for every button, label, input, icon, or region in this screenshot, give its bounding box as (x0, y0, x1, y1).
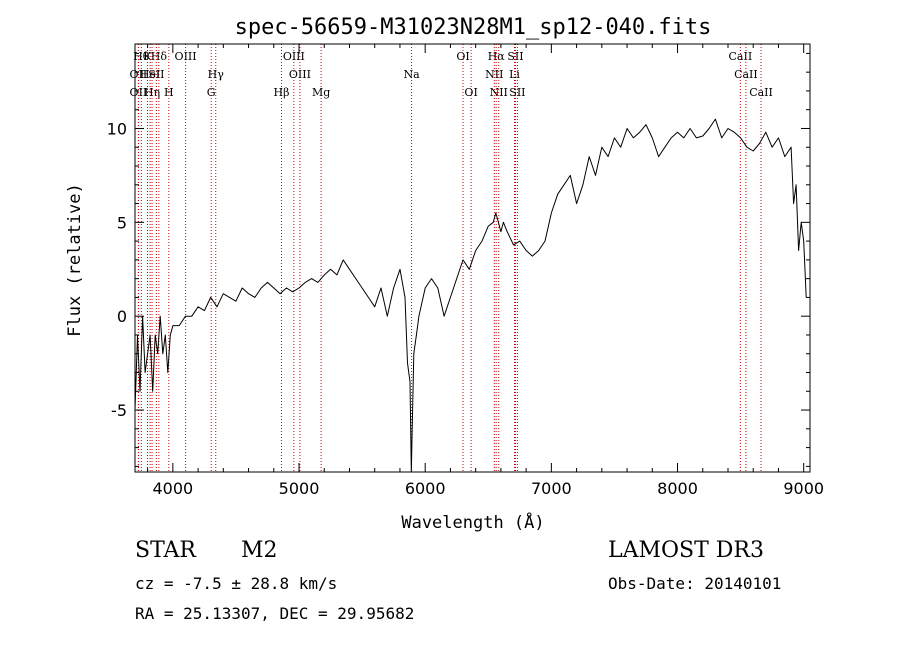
marker-label-15: NII (485, 68, 503, 81)
chart-labels: spec-56659-M31023N28M1_sp12-040.fits Wav… (65, 15, 711, 533)
subclass: M2 (241, 538, 278, 563)
object-type: STAR (135, 538, 196, 563)
plot-frame (134, 43, 811, 473)
marker-label-2: Hδ (151, 50, 168, 63)
marker-label-5: OI (456, 50, 469, 63)
y-axis-label: Flux (relative) (65, 183, 85, 337)
chart-title: spec-56659-M31023N28M1_sp12-040.fits (235, 15, 712, 40)
marker-label-19: Hη (144, 86, 160, 99)
x-tick-label-5: 9000 (783, 479, 824, 498)
marker-label-23: Mg (312, 86, 330, 99)
marker-label-20: H (164, 86, 174, 99)
x-tick-label-1: 5000 (279, 479, 320, 498)
marker-label-13: OIII (289, 68, 311, 81)
x-tick-label-2: 6000 (405, 479, 446, 498)
spectrum-series (134, 118, 807, 473)
marker-label-24: OI (464, 86, 477, 99)
y-tick-label-1: 0 (117, 307, 127, 326)
y-tick-label-0: -5 (111, 401, 127, 420)
axes: 4000 5000 6000 7000 8000 9000 -5 0 5 10 (107, 43, 824, 498)
marker-label-11: SII (148, 68, 164, 81)
marker-label-14: Na (403, 68, 420, 81)
marker-label-4: OIII (283, 50, 305, 63)
marker-label-25: NII (490, 86, 508, 99)
marker-label-6: Hα (488, 50, 506, 63)
x-tick-label-4: 8000 (657, 479, 698, 498)
marker-label-7: SII (507, 50, 523, 63)
marker-label-27: CaII (749, 86, 773, 99)
marker-label-21: G (207, 86, 216, 99)
y-tick-label-3: 10 (107, 119, 127, 138)
marker-label-22: Hβ (274, 86, 290, 99)
marker-label-8: CaII (729, 50, 753, 63)
marker-label-1: K (143, 50, 152, 63)
marker-label-18: OII (130, 86, 148, 99)
marker-label-3: OIII (175, 50, 197, 63)
marker-label-16: Li (509, 68, 520, 81)
coordinates-text: RA = 25.13307, DEC = 29.95682 (135, 604, 415, 623)
x-tick-label-3: 7000 (531, 479, 572, 498)
marker-label-26: SII (509, 86, 525, 99)
marker-label-12: Hγ (208, 68, 225, 81)
x-axis-label: Wavelength (Å) (401, 511, 544, 533)
redshift-text: cz = -7.5 ± 28.8 km/s (135, 574, 338, 593)
y-tick-label-2: 5 (117, 213, 127, 232)
obs-date-text: Obs-Date: 20140101 (608, 574, 782, 593)
survey-name: LAMOST DR3 (608, 538, 764, 563)
marker-label-10: HeI (140, 68, 160, 81)
marker-label-17: CaII (734, 68, 758, 81)
x-tick-label-0: 4000 (152, 479, 193, 498)
spectrum-line-0 (134, 118, 807, 473)
